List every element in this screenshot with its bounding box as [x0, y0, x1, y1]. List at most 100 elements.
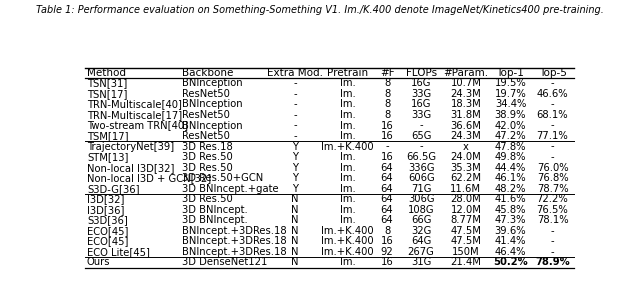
Text: BNIncept.+3DRes.18: BNIncept.+3DRes.18 [182, 236, 286, 247]
Text: 16: 16 [381, 121, 394, 130]
Text: 3D Res.18: 3D Res.18 [182, 142, 232, 152]
Text: N: N [291, 236, 299, 247]
Text: Im.: Im. [340, 163, 355, 173]
Text: Im.: Im. [340, 99, 355, 109]
Text: Y: Y [292, 142, 298, 152]
Text: 41.6%: 41.6% [495, 194, 526, 204]
Text: 50.2%: 50.2% [493, 258, 528, 267]
Text: Im.: Im. [340, 110, 355, 120]
Text: Im.: Im. [340, 121, 355, 130]
Text: Non-local I3D + GCN[32]: Non-local I3D + GCN[32] [87, 173, 211, 183]
Text: 3D Res.50: 3D Res.50 [182, 152, 232, 162]
Text: -: - [550, 236, 554, 247]
Text: 41.4%: 41.4% [495, 236, 526, 247]
Text: -: - [550, 142, 554, 152]
Text: Im.: Im. [340, 131, 355, 141]
Text: 64: 64 [381, 215, 394, 225]
Text: 35.3M: 35.3M [451, 163, 481, 173]
Text: N: N [291, 215, 299, 225]
Text: -: - [550, 152, 554, 162]
Text: 12.0M: 12.0M [451, 205, 481, 215]
Text: BNIncept.+3DRes.18: BNIncept.+3DRes.18 [182, 226, 286, 236]
Text: ECO[45]: ECO[45] [87, 236, 128, 247]
Text: Ours: Ours [87, 258, 111, 267]
Text: 49.8%: 49.8% [495, 152, 526, 162]
Text: 66.5G: 66.5G [406, 152, 436, 162]
Text: Method: Method [87, 68, 126, 78]
Text: 8: 8 [384, 110, 390, 120]
Text: STM[13]: STM[13] [87, 152, 128, 162]
Text: 72.2%: 72.2% [536, 194, 568, 204]
Text: 47.2%: 47.2% [495, 131, 526, 141]
Text: -: - [293, 89, 297, 99]
Text: N: N [291, 226, 299, 236]
Text: 47.5M: 47.5M [451, 226, 481, 236]
Text: x: x [463, 142, 468, 152]
Text: 64: 64 [381, 205, 394, 215]
Text: 16: 16 [381, 152, 394, 162]
Text: 47.5M: 47.5M [451, 236, 481, 247]
Text: Im.: Im. [340, 152, 355, 162]
Text: 33G: 33G [411, 89, 431, 99]
Text: 19.7%: 19.7% [495, 89, 526, 99]
Text: 46.1%: 46.1% [495, 173, 526, 183]
Text: Table 1: Performance evaluation on Something-Something V1. Im./K.400 denote Imag: Table 1: Performance evaluation on Somet… [36, 5, 604, 15]
Text: 16: 16 [381, 258, 394, 267]
Text: 31.8M: 31.8M [451, 110, 481, 120]
Text: I3D[36]: I3D[36] [87, 205, 124, 215]
Text: 76.0%: 76.0% [537, 163, 568, 173]
Text: N: N [291, 247, 299, 257]
Text: I3D[32]: I3D[32] [87, 194, 124, 204]
Text: Im.: Im. [340, 205, 355, 215]
Text: 306G: 306G [408, 194, 435, 204]
Text: 24.3M: 24.3M [451, 131, 481, 141]
Text: 47.8%: 47.8% [495, 142, 526, 152]
Text: 46.4%: 46.4% [495, 247, 526, 257]
Text: 33G: 33G [411, 110, 431, 120]
Text: 10.7M: 10.7M [451, 78, 481, 88]
Text: -: - [293, 110, 297, 120]
Text: 31G: 31G [411, 258, 431, 267]
Text: 64: 64 [381, 194, 394, 204]
Text: 64: 64 [381, 173, 394, 183]
Text: 3D BNIncept.: 3D BNIncept. [182, 205, 247, 215]
Text: Im.+K.400: Im.+K.400 [321, 236, 374, 247]
Text: 606G: 606G [408, 173, 435, 183]
Text: 64: 64 [381, 184, 394, 194]
Text: Im.: Im. [340, 215, 355, 225]
Text: 8: 8 [384, 89, 390, 99]
Text: 62.2M: 62.2M [451, 173, 481, 183]
Text: 8: 8 [384, 99, 390, 109]
Text: -: - [550, 121, 554, 130]
Text: S3D-G[36]: S3D-G[36] [87, 184, 140, 194]
Text: Two-stream TRN[40]: Two-stream TRN[40] [87, 121, 188, 130]
Text: -: - [293, 131, 297, 141]
Text: 76.5%: 76.5% [536, 205, 568, 215]
Text: BNInception: BNInception [182, 78, 242, 88]
Text: 8.77M: 8.77M [451, 215, 481, 225]
Text: 3D DenseNet121: 3D DenseNet121 [182, 258, 267, 267]
Text: ECO Lite[45]: ECO Lite[45] [87, 247, 150, 257]
Text: -: - [550, 78, 554, 88]
Text: 3D BNIncept.+gate: 3D BNIncept.+gate [182, 184, 278, 194]
Text: ResNet50: ResNet50 [182, 131, 229, 141]
Text: 18.3M: 18.3M [451, 99, 481, 109]
Text: 46.6%: 46.6% [537, 89, 568, 99]
Text: Top-5: Top-5 [539, 68, 566, 78]
Text: 42.0%: 42.0% [495, 121, 526, 130]
Text: 77.1%: 77.1% [536, 131, 568, 141]
Text: BNInception: BNInception [182, 121, 242, 130]
Text: 16: 16 [381, 131, 394, 141]
Text: 21.4M: 21.4M [451, 258, 481, 267]
Text: 78.1%: 78.1% [537, 215, 568, 225]
Text: Backbone: Backbone [182, 68, 233, 78]
Text: -: - [419, 121, 423, 130]
Text: Y: Y [292, 152, 298, 162]
Text: 3D Res.50+GCN: 3D Res.50+GCN [182, 173, 263, 183]
Text: 45.8%: 45.8% [495, 205, 526, 215]
Text: N: N [291, 205, 299, 215]
Text: 34.4%: 34.4% [495, 99, 526, 109]
Text: #F: #F [380, 68, 394, 78]
Text: -: - [293, 99, 297, 109]
Text: TSN[31]: TSN[31] [87, 78, 127, 88]
